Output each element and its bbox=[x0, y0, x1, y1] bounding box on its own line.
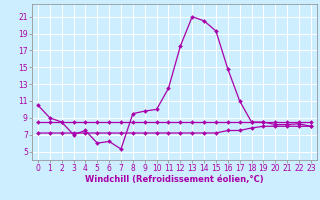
X-axis label: Windchill (Refroidissement éolien,°C): Windchill (Refroidissement éolien,°C) bbox=[85, 175, 264, 184]
